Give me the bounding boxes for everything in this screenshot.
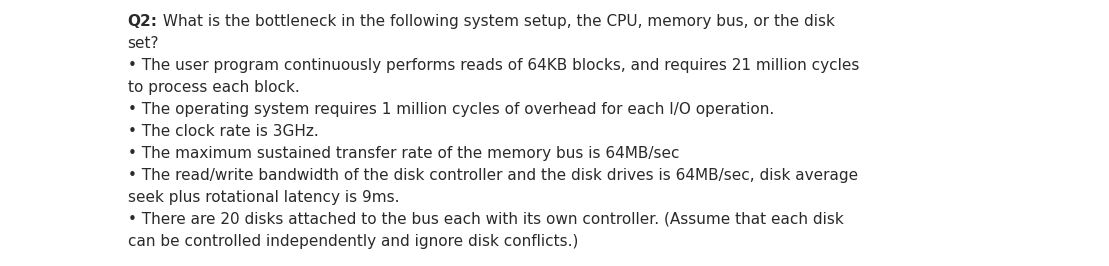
Text: • The read/write bandwidth of the disk controller and the disk drives is 64MB/se: • The read/write bandwidth of the disk c… <box>128 168 857 183</box>
Text: • The user program continuously performs reads of 64KB blocks, and requires 21 m: • The user program continuously performs… <box>128 58 858 73</box>
Text: • There are 20 disks attached to the bus each with its own controller. (Assume t: • There are 20 disks attached to the bus… <box>128 212 843 227</box>
Text: Q2:: Q2: <box>128 14 157 29</box>
Text: • The clock rate is 3GHz.: • The clock rate is 3GHz. <box>128 124 318 139</box>
Text: • The operating system requires 1 million cycles of overhead for each I/O operat: • The operating system requires 1 millio… <box>128 102 774 117</box>
Text: set?: set? <box>128 36 159 51</box>
Text: seek plus rotational latency is 9ms.: seek plus rotational latency is 9ms. <box>128 190 399 205</box>
Text: can be controlled independently and ignore disk conflicts.): can be controlled independently and igno… <box>128 234 578 249</box>
Text: • The maximum sustained transfer rate of the memory bus is 64MB/sec: • The maximum sustained transfer rate of… <box>128 146 679 161</box>
Text: to process each block.: to process each block. <box>128 80 299 95</box>
Text: What is the bottleneck in the following system setup, the CPU, memory bus, or th: What is the bottleneck in the following … <box>157 14 834 29</box>
